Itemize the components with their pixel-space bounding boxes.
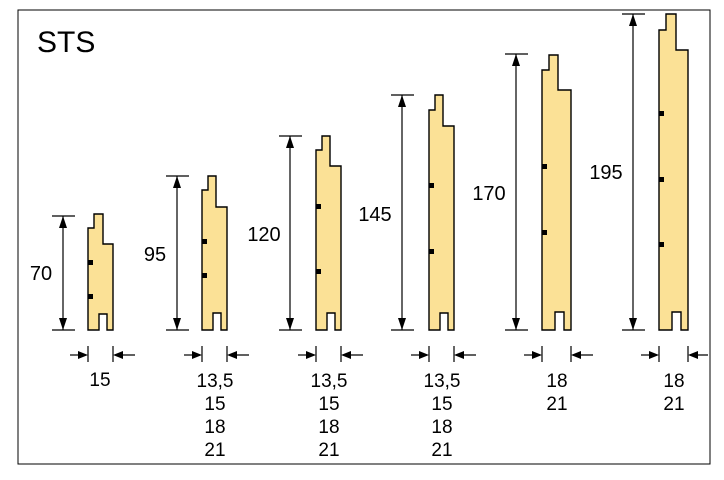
- width-dimension: [411, 346, 476, 362]
- width-label: 21: [204, 440, 225, 461]
- nail-hole: [542, 164, 547, 169]
- width-label: 18: [546, 371, 567, 392]
- width-label: 21: [318, 440, 339, 461]
- nail-hole: [88, 294, 93, 299]
- height-dimension: [166, 175, 189, 331]
- height-label: 145: [358, 204, 391, 226]
- nail-hole: [202, 239, 207, 244]
- board-shape: [201, 175, 228, 331]
- height-dimension: [52, 215, 75, 331]
- width-label: 21: [663, 394, 684, 415]
- width-label: 18: [663, 371, 684, 392]
- height-dimension: [391, 94, 414, 331]
- nail-hole: [659, 111, 664, 116]
- board-shape: [315, 135, 342, 331]
- width-dimension: [184, 346, 249, 362]
- board-shape: [428, 94, 455, 331]
- nail-hole: [542, 230, 547, 235]
- board-shape: [541, 54, 572, 331]
- width-label: 21: [546, 394, 567, 415]
- height-dimension: [279, 135, 302, 331]
- height-label: 95: [144, 244, 166, 266]
- width-label: 13,5: [424, 371, 461, 392]
- profile-70: 70 15: [30, 213, 135, 391]
- width-label: 15: [431, 394, 452, 415]
- diagram-title: STS: [37, 26, 95, 59]
- width-label: 13,5: [197, 371, 234, 392]
- height-label: 170: [472, 183, 505, 205]
- nail-hole: [316, 204, 321, 209]
- profile-170: 170 18 21: [472, 53, 593, 415]
- height-dimension: [622, 13, 645, 331]
- board-shape: [658, 13, 689, 331]
- nail-hole: [429, 183, 434, 188]
- nail-hole: [316, 269, 321, 274]
- profile-120: 120 13,5 15 18 21: [247, 135, 363, 461]
- nail-hole: [659, 177, 664, 182]
- profile-145: 145 13,5 15 18 21: [358, 94, 476, 461]
- width-label: 18: [318, 417, 339, 438]
- nail-hole: [659, 242, 664, 247]
- width-label: 15: [89, 370, 110, 391]
- diagram-frame: [17, 9, 711, 465]
- width-dimension: [641, 346, 708, 362]
- nail-hole: [202, 273, 207, 278]
- profile-95: 95 13,5 15 18 21: [144, 175, 249, 461]
- height-label: 195: [589, 162, 622, 184]
- nail-hole: [88, 260, 93, 265]
- width-label: 15: [318, 394, 339, 415]
- width-dimension: [524, 346, 593, 362]
- nail-hole: [429, 249, 434, 254]
- width-label: 13,5: [311, 371, 348, 392]
- width-label: 18: [204, 417, 225, 438]
- width-dimension: [298, 346, 363, 362]
- profile-195: 195 18 21: [589, 13, 708, 415]
- board-shape: [87, 213, 114, 331]
- height-dimension: [505, 53, 528, 331]
- width-label: 18: [431, 417, 452, 438]
- height-label: 120: [247, 224, 280, 246]
- width-label: 21: [431, 440, 452, 461]
- height-label: 70: [30, 263, 52, 285]
- width-label: 15: [204, 394, 225, 415]
- width-dimension: [70, 346, 135, 362]
